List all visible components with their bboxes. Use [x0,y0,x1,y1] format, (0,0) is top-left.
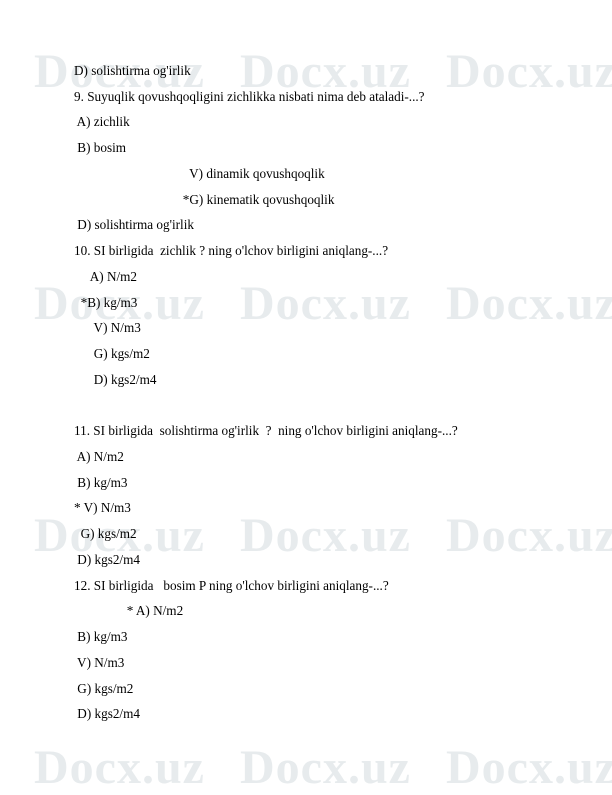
answer-option: B) bosim [74,135,612,161]
answer-option: B) kg/m3 [74,624,612,650]
watermark: Docx.uz [240,740,411,795]
answer-option: A) zichlik [74,109,612,135]
answer-option: B) kg/m3 [74,470,612,496]
answer-option: V) N/m3 [74,650,612,676]
answer-option: V) N/m3 [74,315,612,341]
answer-option: G) kgs/m2 [74,676,612,702]
answer-option: G) kgs/m2 [74,521,612,547]
answer-option: V) dinamik qovushqoqlik [74,161,612,187]
answer-option-correct: * A) N/m2 [74,598,612,624]
question-text: 12. SI birligida bosim P ning o'lchov bi… [74,573,612,599]
answer-option: D) kgs2/m4 [74,547,612,573]
blank-line [74,393,612,419]
answer-option: D) solishtirma og'irlik [74,58,612,84]
answer-option: A) N/m2 [74,444,612,470]
answer-option: G) kgs/m2 [74,341,612,367]
question-text: 10. SI birligida zichlik ? ning o'lchov … [74,238,612,264]
watermark: Docx.uz [446,740,612,795]
answer-option: D) solishtirma og'irlik [74,212,612,238]
answer-option-correct: *G) kinematik qovushqoqlik [74,187,612,213]
watermark: Docx.uz [34,740,205,795]
question-text: 11. SI birligida solishtirma og'irlik ? … [74,418,612,444]
document-body: D) solishtirma og'irlik 9. Suyuqlik qovu… [0,0,612,727]
answer-option-correct: *B) kg/m3 [74,290,612,316]
answer-option: D) kgs2/m4 [74,367,612,393]
answer-option: A) N/m2 [74,264,612,290]
question-text: 9. Suyuqlik qovushqoqligini zichlikka ni… [74,84,612,110]
answer-option: D) kgs2/m4 [74,701,612,727]
answer-option-correct: * V) N/m3 [74,495,612,521]
